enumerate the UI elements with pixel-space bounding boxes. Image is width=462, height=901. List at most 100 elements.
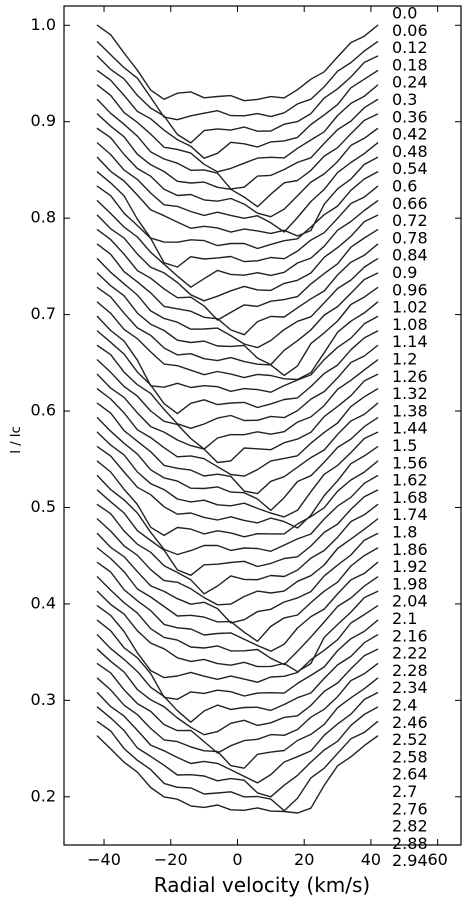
phase-label: 0.9 [392, 263, 417, 282]
phase-label: 1.56 [392, 453, 428, 472]
profile-line [96, 286, 379, 377]
phase-label: 0.06 [392, 21, 428, 40]
y-axis: 0.2 0.3 0.4 0.5 0.6 0.7 0.8 0.9 1.0 [31, 15, 461, 805]
x-tick-label: 0 [232, 850, 242, 869]
profile-line [96, 258, 379, 349]
profile-line [96, 272, 379, 366]
profile-line [96, 518, 379, 606]
phase-label: 0.0 [392, 4, 417, 23]
profile-line [96, 315, 379, 393]
x-tick-label: 20 [294, 850, 314, 869]
x-axis: −40 −20 0 20 40 60 [87, 6, 448, 869]
phase-label: 0.6 [392, 177, 417, 196]
profile-line [96, 489, 379, 576]
profile-line [96, 142, 379, 233]
phase-label: 0.96 [392, 280, 428, 299]
phase-label: 0.42 [392, 125, 428, 144]
phase-label: 1.68 [392, 488, 428, 507]
profile-line [96, 417, 379, 512]
phase-label: 1.26 [392, 367, 428, 386]
profile-line [96, 431, 379, 518]
phase-label: 1.86 [392, 540, 428, 559]
y-tick-label: 0.5 [31, 497, 56, 516]
profile-line [96, 24, 379, 102]
phase-label: 0.48 [392, 142, 428, 161]
phase-label: 2.88 [392, 834, 428, 853]
x-axis-title: Radial velocity (km/s) [154, 873, 370, 897]
phase-label: 0.3 [392, 90, 417, 109]
profile-line [96, 446, 379, 529]
phase-label: 0.84 [392, 246, 428, 265]
profile-line [96, 648, 379, 736]
phase-label: 1.62 [392, 471, 428, 490]
phase-label: 2.46 [392, 713, 428, 732]
x-tick-label: −40 [87, 850, 121, 869]
profile-line [96, 41, 379, 121]
phase-label: 1.2 [392, 350, 417, 369]
y-tick-label: 0.7 [31, 304, 56, 323]
phase-label: 2.52 [392, 730, 428, 749]
profile-line [96, 171, 379, 250]
profile-line [96, 677, 379, 769]
phase-label: 0.12 [392, 38, 428, 57]
phase-label: 2.1 [392, 609, 417, 628]
phase-label: 2.7 [392, 782, 417, 801]
y-axis-title: I / Ic [9, 426, 24, 453]
profile-line [96, 69, 379, 159]
x-tick-label: 40 [361, 850, 381, 869]
profile-line [96, 735, 379, 814]
profiles-group [96, 24, 379, 814]
profile-line [96, 503, 379, 595]
profile-line [96, 474, 379, 556]
profile-line [96, 532, 379, 624]
profile-line [96, 576, 379, 666]
profile-line [96, 634, 379, 723]
plot-frame [63, 5, 462, 846]
profile-line [96, 55, 379, 144]
phase-label: 2.82 [392, 817, 428, 836]
phase-label: 2.64 [392, 765, 428, 784]
profile-line [96, 301, 379, 381]
phase-label: 0.72 [392, 211, 428, 230]
profile-line [96, 561, 379, 652]
profile-line [96, 113, 379, 208]
profile-line [96, 84, 379, 173]
profile-line [96, 605, 379, 683]
phase-label: 2.94 [392, 851, 428, 870]
profile-line [96, 720, 379, 812]
phase-label: 1.92 [392, 557, 428, 576]
profile-line [96, 185, 379, 268]
phase-label: 2.22 [392, 644, 428, 663]
phase-label: 2.4 [392, 696, 417, 715]
profile-line [96, 388, 379, 477]
y-tick-label: 0.8 [31, 208, 56, 227]
profile-line [96, 229, 379, 321]
phase-label: 1.74 [392, 505, 428, 524]
profile-line [96, 460, 379, 538]
phase-label: 1.44 [392, 419, 428, 438]
profile-line [96, 359, 379, 450]
phase-label: 0.54 [392, 159, 428, 178]
phase-label: 2.16 [392, 626, 428, 645]
x-tick-label: −20 [154, 850, 188, 869]
profile-line [96, 547, 379, 642]
profile-line [96, 214, 379, 302]
profile-line [96, 330, 379, 415]
y-tick-label: 1.0 [31, 15, 56, 34]
phase-label: 2.28 [392, 661, 428, 680]
profile-line [96, 98, 379, 190]
profile-line [96, 200, 379, 288]
phase-label: 1.8 [392, 523, 417, 542]
phase-label: 0.78 [392, 228, 428, 247]
phase-label: 1.32 [392, 384, 428, 403]
profile-line [96, 156, 379, 237]
phase-label: 2.58 [392, 747, 428, 766]
profile-line [96, 663, 379, 754]
phase-label: 1.5 [392, 436, 417, 455]
phase-label: 1.08 [392, 315, 428, 334]
profile-line [96, 373, 379, 464]
profile-line [96, 691, 379, 784]
profile-line [96, 590, 379, 673]
phase-label: 1.02 [392, 298, 428, 317]
y-tick-label: 0.9 [31, 111, 56, 130]
